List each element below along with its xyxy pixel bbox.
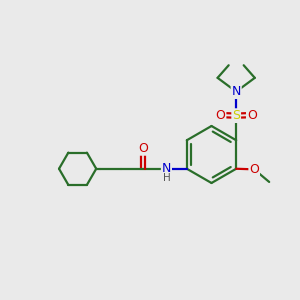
Text: H: H [163, 173, 170, 183]
Text: N: N [162, 162, 171, 175]
Text: O: O [138, 142, 148, 155]
Text: O: O [247, 109, 257, 122]
Text: N: N [232, 85, 241, 98]
Text: S: S [232, 109, 240, 122]
Text: O: O [249, 163, 259, 176]
Text: O: O [216, 109, 226, 122]
